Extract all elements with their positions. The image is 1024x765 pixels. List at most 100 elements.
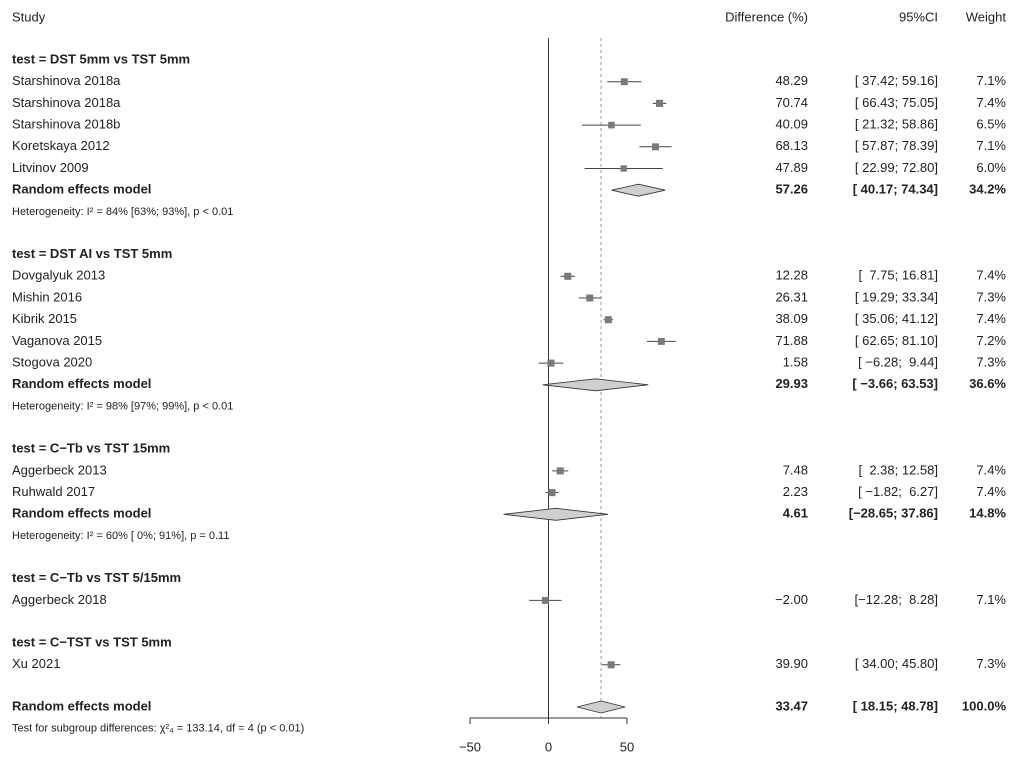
study-name: Koretskaya 2012 [12,138,110,153]
estimate-label: 68.13 [775,138,808,153]
ci-label: [ −1.82; 6.27] [858,484,938,499]
weight-label: 34.2% [969,182,1006,197]
ci-label: [ 40.17; 74.34] [853,182,938,197]
summary-diamond [576,700,626,714]
weight-label: 100.0% [962,698,1007,713]
heterogeneity: Heterogeneity: I² = 60% [ 0%; 91%], p = … [12,530,229,542]
ci-label: [ 22.99; 72.80] [855,160,938,175]
ci-label: [−12.28; 8.28] [855,592,938,607]
overall-name: Random effects model [12,698,151,713]
estimate-label: 47.89 [775,160,808,175]
subgroup-test: Test for subgroup differences: χ²₄ = 133… [12,723,304,735]
estimate-label: 4.61 [783,506,808,521]
study-name: Starshinova 2018b [12,117,120,132]
study-name: Starshinova 2018a [12,73,121,88]
weight-label: 7.3% [976,289,1006,304]
group-title: test = C−Tb vs TST 15mm [12,441,170,456]
heterogeneity: Heterogeneity: I² = 84% [63%; 93%], p < … [12,206,233,218]
study-marker [652,143,659,151]
study-name: Stogova 2020 [12,355,92,370]
ci-label: [ 18.15; 48.78] [853,698,938,713]
ci-label: [ 62.65; 81.10] [855,333,938,348]
study-marker [556,467,564,475]
ci-label: [ 34.00; 45.80] [855,656,938,671]
study-marker [608,121,615,129]
header-ci: 95%CI [899,9,938,24]
group-title: test = C−TST vs TST 5mm [12,635,172,650]
weight-label: 6.5% [976,117,1006,132]
study-name: Aggerbeck 2013 [12,462,107,477]
summary-diamond [503,507,608,521]
group-title: test = C−Tb vs TST 5/15mm [12,570,181,585]
ci-label: [ 35.06; 41.12] [855,311,938,326]
random-effects-name: Random effects model [12,182,151,197]
x-tick-label: 50 [620,739,634,754]
summary-diamond [542,378,649,392]
weight-label: 7.1% [976,138,1006,153]
estimate-label: 38.09 [775,311,808,326]
weight-label: 7.3% [976,656,1006,671]
x-tick-label: −50 [459,739,481,754]
study-marker [620,165,627,172]
study-marker [548,489,556,497]
study-marker [620,78,628,86]
ci-label: [ 2.38; 12.58] [858,462,938,477]
ci-label: [ −6.28; 9.44] [858,355,938,370]
ci-label: [ 66.43; 75.05] [855,95,938,110]
group-title: test = DST AI vs TST 5mm [12,246,172,261]
study-name: Aggerbeck 2018 [12,592,107,607]
estimate-label: 40.09 [775,117,808,132]
study-name: Vaganova 2015 [12,333,102,348]
study-marker [547,359,555,367]
estimate-label: 1.58 [783,355,808,370]
group-title: test = DST 5mm vs TST 5mm [12,51,190,66]
weight-label: 36.6% [969,376,1006,391]
study-marker [656,99,664,107]
summary-diamond [611,183,666,197]
header-study: Study [12,9,46,24]
random-effects-name: Random effects model [12,376,151,391]
estimate-label: 12.28 [775,268,808,283]
weight-label: 7.4% [976,462,1006,477]
study-marker [564,272,572,280]
estimate-label: 33.47 [775,698,808,713]
ci-label: [ 21.32; 58.86] [855,117,938,132]
estimate-label: 48.29 [775,73,808,88]
ci-label: [ 57.87; 78.39] [855,138,938,153]
header-weight: Weight [966,9,1007,24]
weight-label: 7.1% [976,592,1006,607]
study-marker [586,294,594,302]
study-name: Starshinova 2018a [12,95,121,110]
weight-label: 14.8% [969,506,1006,521]
ci-label: [ 7.75; 16.81] [858,268,938,283]
weight-label: 6.0% [976,160,1006,175]
study-name: Dovgalyuk 2013 [12,268,105,283]
weight-label: 7.4% [976,484,1006,499]
ci-label: [−28.65; 37.86] [849,506,938,521]
estimate-label: −2.00 [775,592,808,607]
weight-label: 7.4% [976,95,1006,110]
estimate-label: 39.90 [775,656,808,671]
heterogeneity: Heterogeneity: I² = 98% [97%; 99%], p < … [12,400,233,412]
weight-label: 7.4% [976,311,1006,326]
study-name: Litvinov 2009 [12,160,89,175]
study-marker [541,596,549,604]
study-name: Ruhwald 2017 [12,484,95,499]
x-tick-label: 0 [545,739,552,754]
random-effects-name: Random effects model [12,506,151,521]
estimate-label: 26.31 [775,289,808,304]
header-estimate: Difference (%) [725,9,808,24]
study-marker [604,316,612,324]
ci-label: [ 19.29; 33.34] [855,289,938,304]
estimate-label: 57.26 [775,182,808,197]
estimate-label: 70.74 [775,95,808,110]
weight-label: 7.3% [976,355,1006,370]
estimate-label: 71.88 [775,333,808,348]
ci-label: [ −3.66; 63.53] [852,376,938,391]
weight-label: 7.4% [976,268,1006,283]
study-marker [657,337,665,345]
study-marker [607,661,615,669]
study-name: Kibrik 2015 [12,311,77,326]
ci-label: [ 37.42; 59.16] [855,73,938,88]
